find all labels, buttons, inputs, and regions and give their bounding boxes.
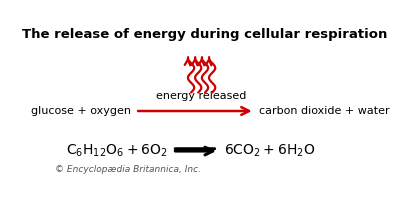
Text: The release of energy during cellular respiration: The release of energy during cellular re… (22, 28, 388, 41)
Text: © Encyclopædia Britannica, Inc.: © Encyclopædia Britannica, Inc. (55, 165, 201, 174)
Text: carbon dioxide + water: carbon dioxide + water (259, 106, 390, 116)
Text: glucose + oxygen: glucose + oxygen (31, 106, 131, 116)
Text: $\mathregular{C_6H_{12}O_6 + 6O_2}$: $\mathregular{C_6H_{12}O_6 + 6O_2}$ (66, 143, 167, 159)
Text: energy released: energy released (156, 91, 246, 101)
Text: $\mathregular{6CO_2 + 6H_2O}$: $\mathregular{6CO_2 + 6H_2O}$ (224, 143, 315, 159)
